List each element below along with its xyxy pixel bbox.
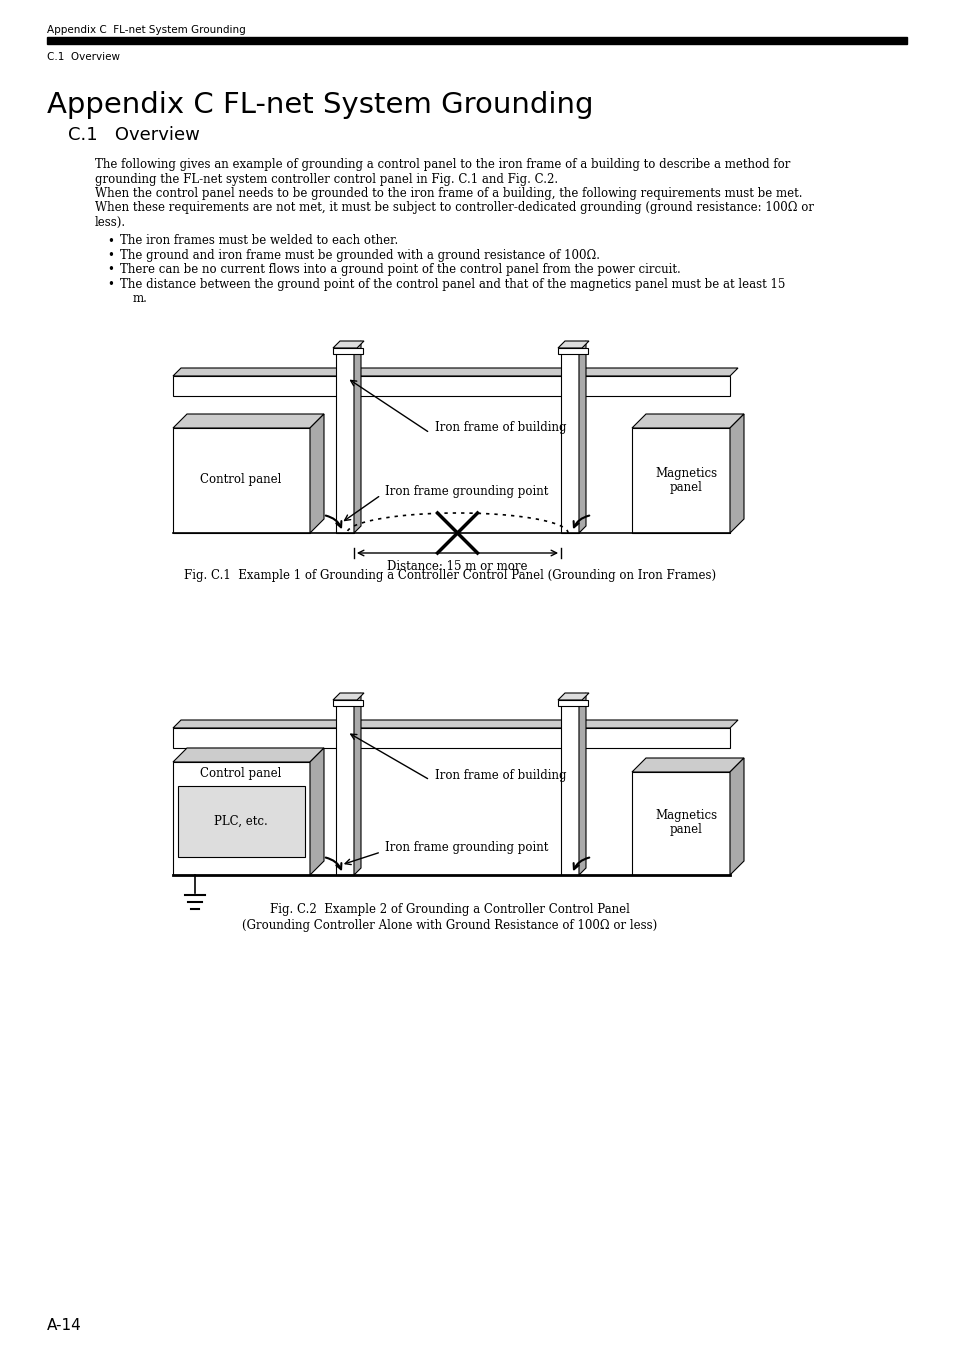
Polygon shape [172,414,324,428]
Bar [172,428,310,533]
Text: m.: m. [132,293,148,305]
Polygon shape [172,720,738,728]
Text: Control panel: Control panel [200,474,281,486]
Polygon shape [354,693,360,875]
Bar [47,36,906,45]
Text: When these requirements are not met, it must be subject to controller-dedicated : When these requirements are not met, it … [95,201,813,215]
Bar [631,428,729,533]
Text: Fig. C.2  Example 2 of Grounding a Controller Control Panel: Fig. C.2 Example 2 of Grounding a Contro… [270,903,629,917]
Text: Iron frame grounding point: Iron frame grounding point [385,485,548,498]
Bar [335,348,354,533]
Bar [333,701,363,706]
Polygon shape [631,414,743,428]
Polygon shape [729,757,743,875]
Text: Control panel: Control panel [200,768,281,780]
Bar [558,701,587,706]
Text: •: • [107,248,113,262]
Text: grounding the FL-net system controller control panel in Fig. C.1 and Fig. C.2.: grounding the FL-net system controller c… [95,173,558,185]
Bar [558,348,587,354]
Text: PLC, etc.: PLC, etc. [213,814,268,828]
Bar [560,348,578,533]
Text: The iron frames must be welded to each other.: The iron frames must be welded to each o… [120,235,397,247]
Text: panel: panel [669,481,701,494]
Bar [172,728,729,748]
Bar [178,786,305,857]
Polygon shape [310,414,324,533]
Text: less).: less). [95,216,126,230]
Text: C.1  Overview: C.1 Overview [47,53,120,62]
Text: Distance: 15 m or more: Distance: 15 m or more [387,560,527,574]
Text: Appendix C FL-net System Grounding: Appendix C FL-net System Grounding [47,90,593,119]
Text: Iron frame of building: Iron frame of building [435,768,566,782]
Polygon shape [172,748,324,761]
Text: panel: panel [669,824,701,837]
Text: (Grounding Controller Alone with Ground Resistance of 100Ω or less): (Grounding Controller Alone with Ground … [242,918,657,932]
Polygon shape [558,342,588,348]
Text: Magnetics: Magnetics [655,467,717,479]
Text: C.1   Overview: C.1 Overview [68,126,200,144]
Bar [560,701,578,875]
Text: There can be no current flows into a ground point of the control panel from the : There can be no current flows into a gro… [120,263,680,277]
Polygon shape [354,342,360,533]
Text: •: • [107,263,113,277]
Bar [631,772,729,875]
Polygon shape [631,757,743,772]
Polygon shape [578,693,585,875]
Polygon shape [558,693,588,701]
Text: Iron frame of building: Iron frame of building [435,421,566,435]
Text: Magnetics: Magnetics [655,810,717,822]
Polygon shape [333,693,364,701]
Text: The following gives an example of grounding a control panel to the iron frame of: The following gives an example of ground… [95,158,789,171]
Polygon shape [578,342,585,533]
Polygon shape [172,369,738,377]
Bar [172,377,729,396]
Polygon shape [729,414,743,533]
Text: •: • [107,235,113,247]
Polygon shape [333,342,364,348]
Text: A-14: A-14 [47,1318,82,1332]
Text: Appendix C  FL-net System Grounding: Appendix C FL-net System Grounding [47,26,246,35]
Bar [335,701,354,875]
Text: The distance between the ground point of the control panel and that of the magne: The distance between the ground point of… [120,278,784,292]
Text: The ground and iron frame must be grounded with a ground resistance of 100Ω.: The ground and iron frame must be ground… [120,248,599,262]
Polygon shape [310,748,324,875]
Text: Iron frame grounding point: Iron frame grounding point [385,841,548,855]
Bar [172,761,310,875]
Text: Fig. C.1  Example 1 of Grounding a Controller Control Panel (Grounding on Iron F: Fig. C.1 Example 1 of Grounding a Contro… [184,568,716,582]
Bar [333,348,363,354]
Text: When the control panel needs to be grounded to the iron frame of a building, the: When the control panel needs to be groun… [95,188,801,200]
Text: •: • [107,278,113,292]
